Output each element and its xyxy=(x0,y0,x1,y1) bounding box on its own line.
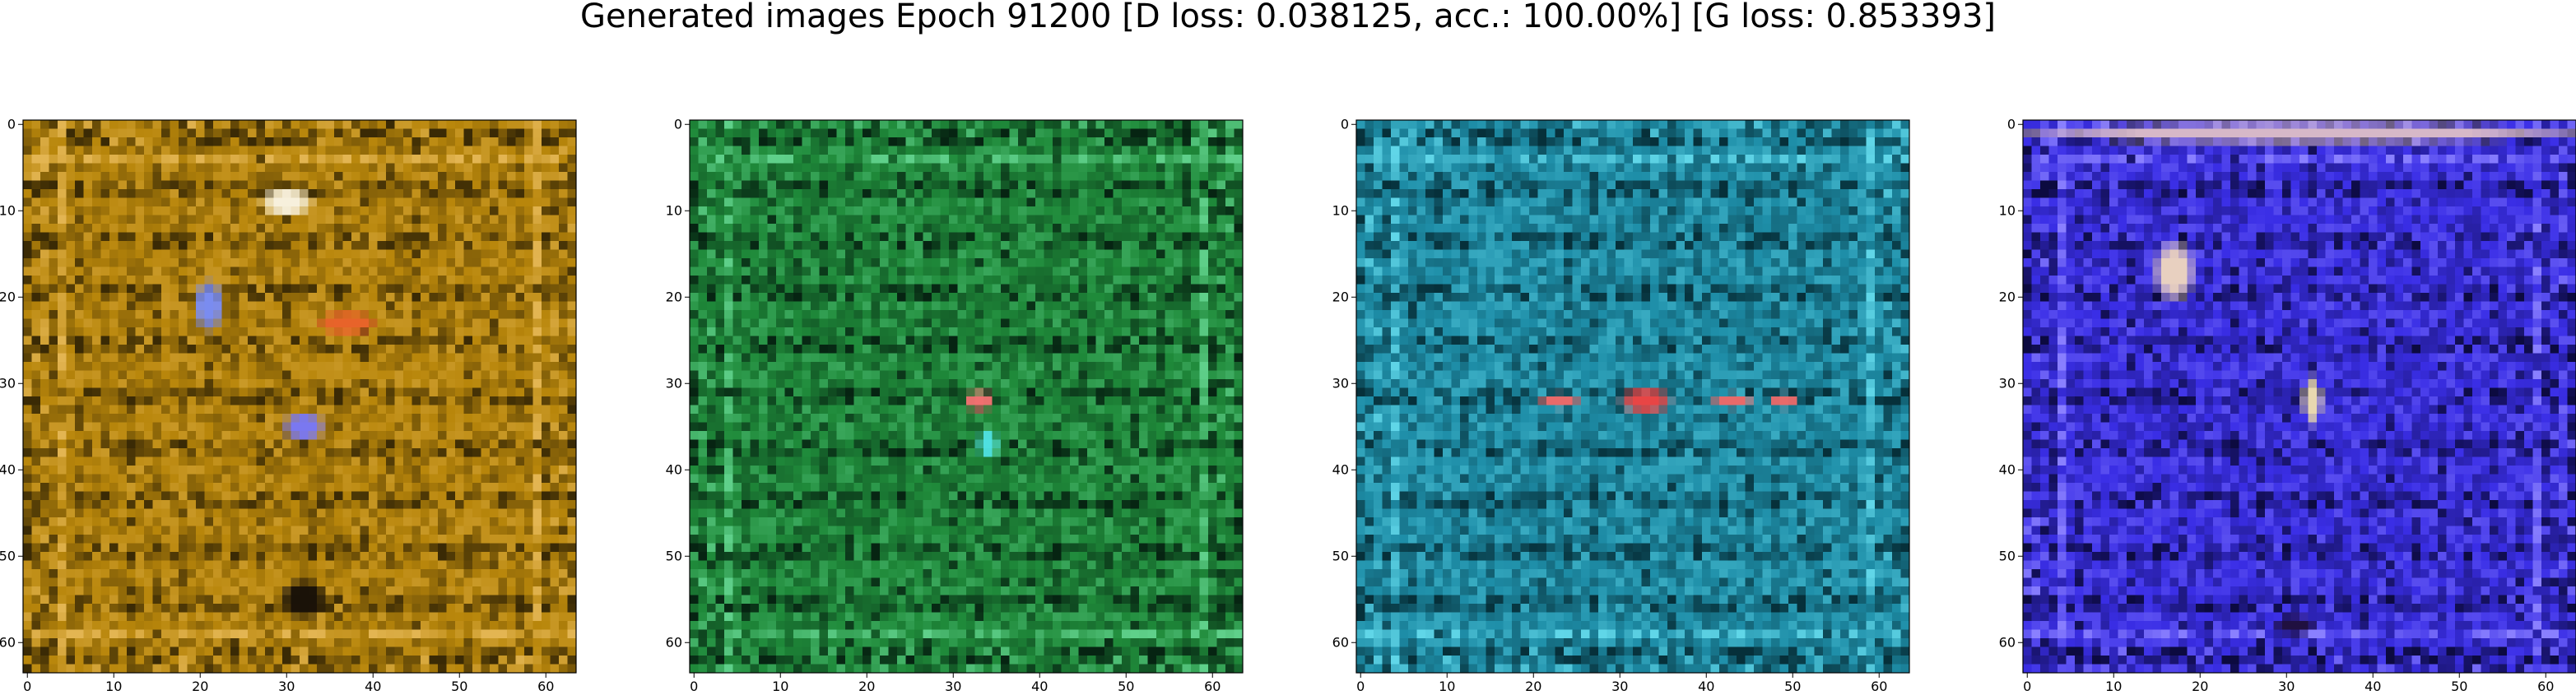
y-tick-label: 40 xyxy=(0,461,16,477)
x-tick-label: 10 xyxy=(105,679,122,694)
y-tick-label: 20 xyxy=(666,289,682,304)
axes-frame xyxy=(1355,119,1910,674)
x-tick-label: 60 xyxy=(2537,679,2554,694)
generated-image-panel-3: 0 10 20 30 40 50 60 0 10 20 30 40 50 60 xyxy=(1332,116,1910,694)
y-tick-label: 20 xyxy=(1999,289,2016,304)
y-tick-label: 60 xyxy=(0,634,16,650)
image-pixels xyxy=(2023,120,2576,674)
axes-frame xyxy=(689,119,1244,674)
y-tick-label: 20 xyxy=(1332,289,1349,304)
x-tick-label: 20 xyxy=(1525,679,1541,694)
y-tick-label: 50 xyxy=(1332,548,1349,563)
y-tick-label: 30 xyxy=(1999,375,2016,391)
y-tick-label: 50 xyxy=(0,548,16,563)
x-tick-label: 30 xyxy=(1611,679,1628,694)
y-tick-label: 60 xyxy=(666,634,682,650)
y-tick-label: 10 xyxy=(1999,202,2016,218)
y-tick-label: 40 xyxy=(1332,461,1349,477)
axes-frame xyxy=(2022,119,2576,674)
x-tick-label: 40 xyxy=(1031,679,1048,694)
y-tick-label: 20 xyxy=(0,289,16,304)
x-tick-label: 40 xyxy=(365,679,381,694)
x-tick-label: 60 xyxy=(537,679,554,694)
y-tick-label: 60 xyxy=(1999,634,2016,650)
y-tick-label: 50 xyxy=(666,548,682,563)
image-pixels xyxy=(1356,120,1910,674)
x-tick-label: 30 xyxy=(945,679,961,694)
y-tick-label: 30 xyxy=(0,375,16,391)
x-tick-label: 30 xyxy=(2278,679,2295,694)
generated-image-panel-1: 0 10 20 30 40 50 60 0 10 20 30 40 50 60 xyxy=(0,116,577,694)
generated-image-panel-2: 0 10 20 30 40 50 60 0 10 20 30 40 50 60 xyxy=(666,116,1244,694)
x-tick-label: 20 xyxy=(192,679,208,694)
x-tick-label: 50 xyxy=(1784,679,1801,694)
x-tick-label: 50 xyxy=(2451,679,2467,694)
y-tick-label: 0 xyxy=(2007,116,2016,132)
y-tick-label: 10 xyxy=(0,202,16,218)
x-tick-label: 30 xyxy=(278,679,295,694)
x-tick-label: 20 xyxy=(858,679,875,694)
x-tick-label: 0 xyxy=(2023,679,2031,694)
x-tick-label: 0 xyxy=(1356,679,1365,694)
x-tick-label: 0 xyxy=(23,679,31,694)
x-tick-label: 10 xyxy=(772,679,788,694)
axes-frame xyxy=(22,119,577,674)
y-tick-label: 60 xyxy=(1332,634,1349,650)
x-tick-label: 40 xyxy=(1698,679,1714,694)
x-tick-label: 10 xyxy=(2105,679,2122,694)
x-tick-label: 60 xyxy=(1204,679,1221,694)
y-tick-label: 0 xyxy=(674,116,682,132)
x-tick-label: 50 xyxy=(1118,679,1134,694)
generated-image-panel-4: 0 10 20 30 40 50 60 0 10 20 30 40 50 60 xyxy=(1999,116,2576,694)
x-tick-label: 40 xyxy=(2364,679,2381,694)
y-tick-label: 30 xyxy=(1332,375,1349,391)
y-tick-label: 30 xyxy=(666,375,682,391)
x-tick-label: 10 xyxy=(1439,679,1455,694)
image-pixels xyxy=(23,120,577,674)
y-tick-label: 40 xyxy=(1999,461,2016,477)
x-tick-label: 20 xyxy=(2192,679,2208,694)
y-tick-label: 0 xyxy=(7,116,16,132)
x-tick-label: 50 xyxy=(451,679,467,694)
figure-title: Generated images Epoch 91200 [D loss: 0.… xyxy=(579,0,1997,35)
y-tick-label: 50 xyxy=(1999,548,2016,563)
x-tick-label: 60 xyxy=(1871,679,1887,694)
y-tick-label: 10 xyxy=(1332,202,1349,218)
y-tick-label: 10 xyxy=(666,202,682,218)
image-pixels xyxy=(690,120,1244,674)
y-tick-label: 40 xyxy=(666,461,682,477)
y-tick-label: 0 xyxy=(1341,116,1349,132)
x-tick-label: 0 xyxy=(690,679,698,694)
